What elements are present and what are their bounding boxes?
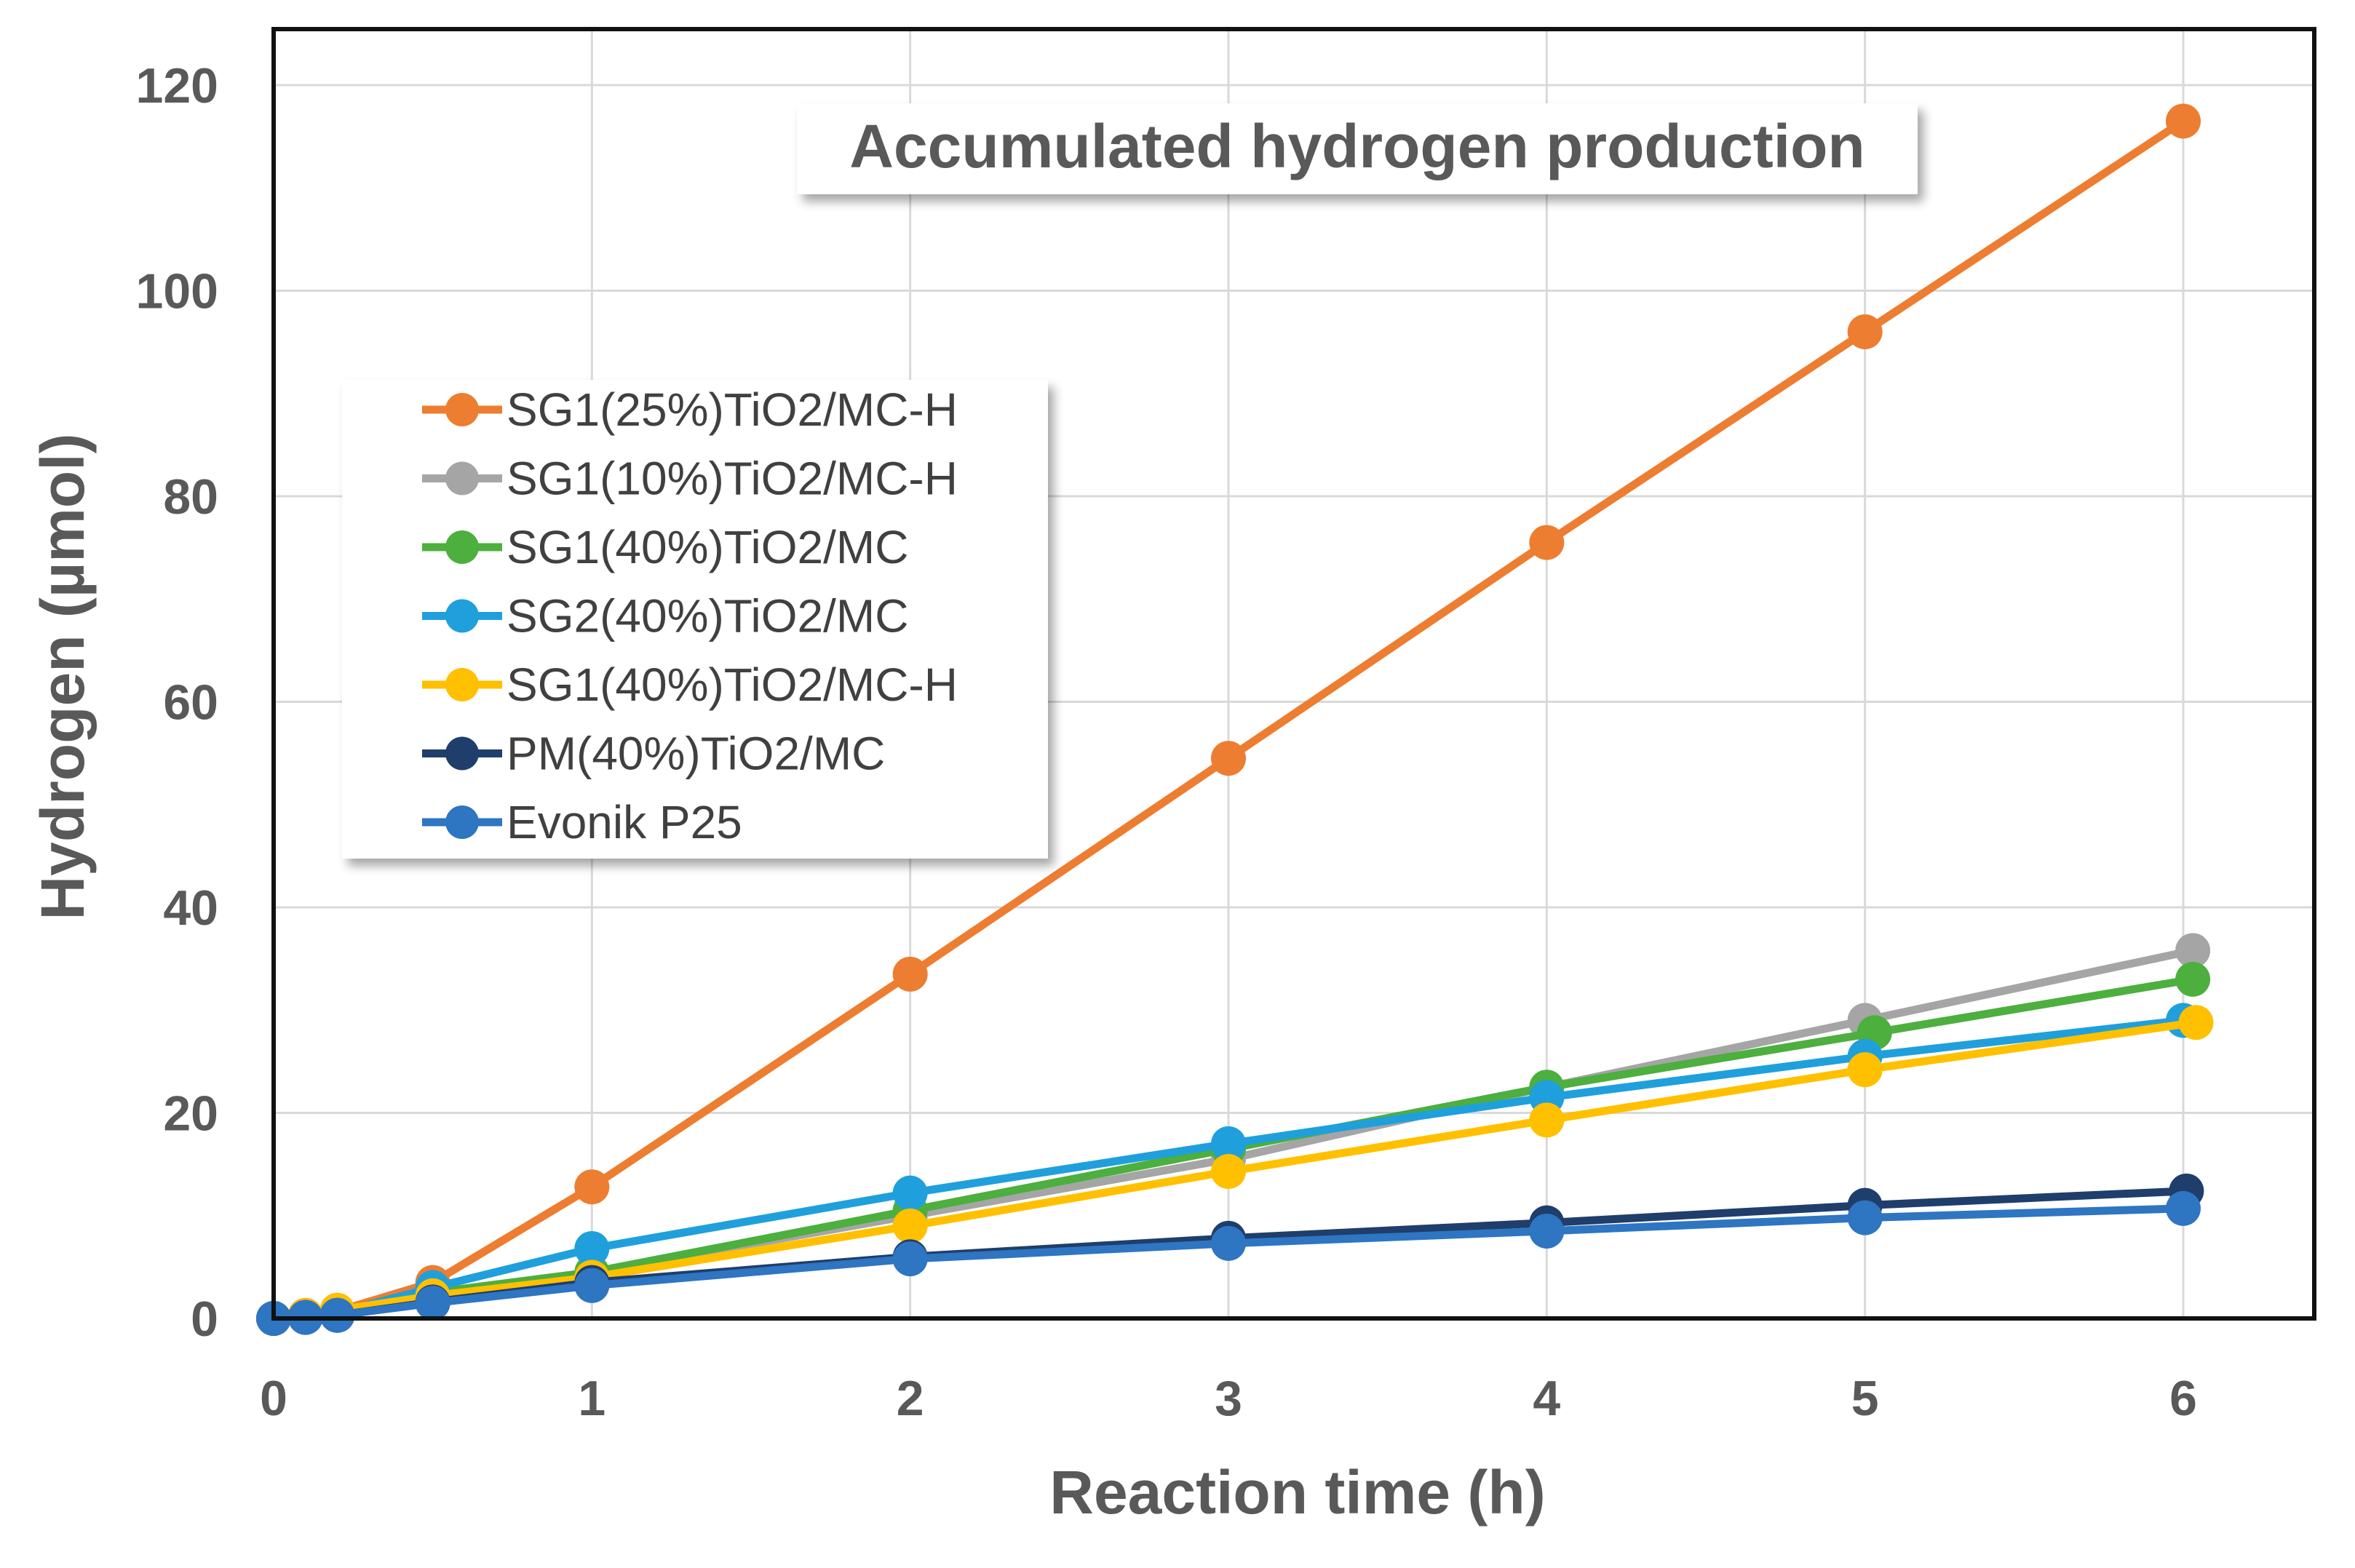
legend-label: Evonik P25 xyxy=(507,796,742,848)
legend-item: SG1(40%)TiO2/MC-H xyxy=(422,658,958,711)
y-tick-label: 20 xyxy=(163,1086,218,1142)
legend-item: SG1(10%)TiO2/MC-H xyxy=(422,453,958,505)
legend-item: SG1(25%)TiO2/MC-H xyxy=(422,383,958,436)
legend-marker xyxy=(445,393,479,426)
legend-marker xyxy=(445,530,479,564)
data-point xyxy=(892,1175,928,1211)
data-point xyxy=(1211,1225,1246,1261)
plot-frame xyxy=(271,27,2316,1321)
x-tick-label: 0 xyxy=(260,1371,287,1426)
grid xyxy=(274,29,2314,1318)
data-point xyxy=(892,956,928,992)
chart-title: Accumulated hydrogen production xyxy=(849,112,1864,180)
x-tick-label: 6 xyxy=(2169,1371,2197,1426)
data-point xyxy=(1847,1200,1883,1235)
data-point xyxy=(2175,933,2211,968)
data-point xyxy=(2166,1190,2201,1226)
data-point xyxy=(2175,961,2211,997)
legend-item: SG2(40%)TiO2/MC xyxy=(422,590,908,642)
data-point xyxy=(1847,314,1883,349)
data-point xyxy=(1211,1154,1246,1190)
legend-label: SG1(25%)TiO2/MC-H xyxy=(507,383,958,436)
legend-marker xyxy=(445,805,479,839)
legend-label: PM(40%)TiO2/MC xyxy=(507,728,885,780)
data-point xyxy=(1529,1213,1565,1249)
data-point xyxy=(2166,103,2201,139)
y-tick-label: 120 xyxy=(136,58,218,114)
legend-label: SG1(40%)TiO2/MC xyxy=(507,521,908,573)
legend: SG1(25%)TiO2/MC-H SG1(10%)TiO2/MC-H SG1(40… xyxy=(342,380,1048,859)
x-tick-label: 5 xyxy=(1851,1371,1879,1426)
y-tick-label: 40 xyxy=(163,880,218,936)
legend-marker xyxy=(445,461,479,496)
y-tick-label: 80 xyxy=(163,469,218,525)
y-tick-label: 60 xyxy=(163,675,218,731)
x-tick-label: 2 xyxy=(897,1371,924,1426)
data-point xyxy=(319,1297,355,1333)
legend-item: Evonik P25 xyxy=(422,796,742,848)
legend-item: SG1(40%)TiO2/MC xyxy=(422,521,908,573)
data-point xyxy=(415,1285,450,1321)
data-point xyxy=(1211,1126,1246,1161)
legend-marker xyxy=(445,599,479,633)
data-point xyxy=(1211,741,1246,776)
data-point xyxy=(574,1169,610,1205)
data-point xyxy=(574,1230,610,1266)
data-point xyxy=(892,1241,928,1277)
y-tick-label: 100 xyxy=(136,264,218,319)
x-tick-label: 4 xyxy=(1533,1371,1560,1426)
chart-title-box: Accumulated hydrogen production xyxy=(797,103,1918,194)
y-tick-label: 0 xyxy=(191,1292,218,1347)
data-point xyxy=(1529,1102,1565,1138)
legend-label: SG1(40%)TiO2/MC-H xyxy=(507,658,958,711)
legend-marker xyxy=(445,668,479,701)
data-point xyxy=(1529,525,1565,560)
x-tick-label: 1 xyxy=(578,1371,605,1426)
data-point xyxy=(1847,1052,1883,1088)
data-point xyxy=(574,1267,610,1303)
legend-item: PM(40%)TiO2/MC xyxy=(422,728,885,780)
data-point xyxy=(892,1208,928,1243)
legend-label: SG1(10%)TiO2/MC-H xyxy=(507,453,958,505)
legend-marker xyxy=(445,736,479,771)
legend-label: SG2(40%)TiO2/MC xyxy=(507,590,908,642)
data-point xyxy=(2178,1005,2214,1040)
x-tick-label: 3 xyxy=(1215,1371,1242,1426)
y-axis-title: Hydrogen (µmol) xyxy=(28,433,97,920)
x-axis-title: Reaction time (h) xyxy=(1049,1458,1545,1527)
